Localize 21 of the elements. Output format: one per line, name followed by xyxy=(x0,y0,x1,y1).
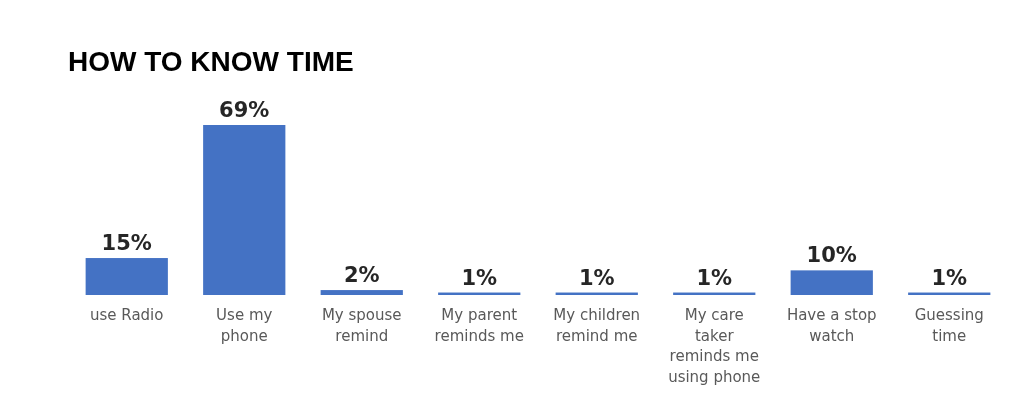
x-tick-label: Have a stop watch xyxy=(786,306,877,345)
data-label: 69% xyxy=(219,98,270,122)
data-label: 1% xyxy=(461,265,498,290)
data-label: 10% xyxy=(806,243,857,268)
data-label: 1% xyxy=(696,265,733,290)
x-tick-label: Guessing time xyxy=(914,306,984,345)
x-tick-label: Use my phone xyxy=(216,306,273,345)
chart-title: HOW TO KNOW TIME xyxy=(68,46,354,77)
x-tick-label: My spouse remind xyxy=(321,306,402,345)
x-tick-label: My parent reminds me xyxy=(434,306,524,345)
bar xyxy=(320,290,403,295)
bar xyxy=(790,270,873,295)
data-label: 1% xyxy=(578,265,615,290)
data-label: 15% xyxy=(101,231,152,256)
x-tick-label: use Radio xyxy=(90,306,164,324)
data-label: 2% xyxy=(343,263,380,288)
x-tick-label: My children remind me xyxy=(553,306,641,345)
x-tick-label: My care taker reminds me using phone xyxy=(668,306,761,386)
bar xyxy=(85,258,168,295)
bar xyxy=(203,125,286,295)
data-label: 1% xyxy=(931,265,968,290)
